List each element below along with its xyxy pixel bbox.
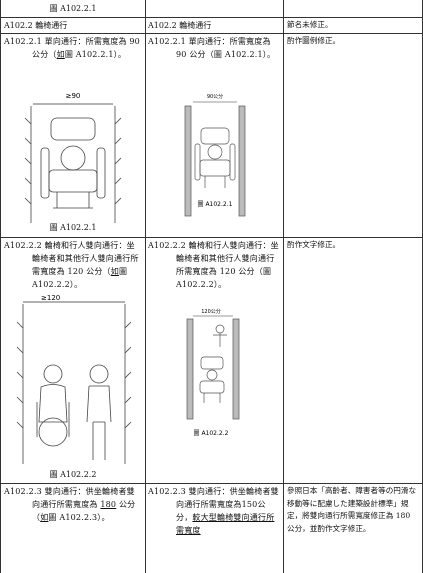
text: A102.2.1 單向通行：所需寬度為 90 公分（圖 A102.2.1）。	[148, 37, 276, 59]
figure-label: ≥120	[41, 294, 60, 302]
table-cell: 酌作圖例修正。	[283, 33, 423, 238]
note: 節名未修正。	[287, 20, 333, 29]
table-cell: A102.2.1 單向通行：所需寬度為 90 公分（如圖 A102.2.1）。 …	[0, 33, 146, 238]
text: A102.2.2 輪椅和行人雙向通行：坐輪椅者和其他行人雙向通行所需寬度為 12…	[148, 241, 279, 289]
figure-label: 90公分	[207, 93, 223, 100]
text: 如	[40, 513, 49, 522]
table-cell: 參照日本「高齡者、障害者等の円滑な移動等に配慮した建築設計標準」規定，將雙向通行…	[283, 483, 423, 573]
figure-caption: 圖 A102.2.1	[49, 223, 97, 232]
figure-caption: 圖 A102.2.1	[49, 4, 97, 13]
figure: 120公分 圖 A102.2.2	[186, 308, 240, 437]
figure: 90公分 圖 A102.2.1	[184, 93, 246, 217]
clause-text: A102.2.2 輪椅和行人雙向通行：坐輪椅者和其他行人雙向通行所需寬度為 12…	[145, 237, 283, 291]
clause-text: A102.2.3 雙向通行：供坐輪椅者雙向通行所需寬度為 180 公分（如圖 A…	[1, 483, 145, 524]
text: A102.2.1 單向通行：所需寬度為 90 公分（	[4, 37, 140, 59]
clause-text: A102.2.3 雙向通行：供坐輪椅者雙向通行所需寬度為150公分，較大型輪椅雙…	[145, 483, 283, 537]
note: 參照日本「高齡者、障害者等の円滑な移動等に配慮した建築設計標準」規定，將雙向通行…	[287, 486, 417, 533]
text: 圖 A102.2.1）。	[64, 50, 127, 59]
text: 圖 A102.2.2）。	[32, 267, 128, 289]
text: 圖 A102.2.3）。	[48, 513, 110, 522]
text: 180	[100, 500, 117, 509]
text: 公分（	[32, 500, 136, 522]
table-cell	[145, 0, 284, 18]
table-cell: A102.2.2 輪椅和行人雙向通行：坐輪椅者和其他行人雙向通行所需寬度為 12…	[0, 237, 146, 484]
clause-text: A102.2.1 單向通行：所需寬度為 90 公分（圖 A102.2.1）。	[145, 33, 283, 61]
table-cell: A102.2.2 輪椅和行人雙向通行：坐輪椅者和其他行人雙向通行所需寬度為 12…	[145, 237, 284, 484]
text: 如	[56, 50, 65, 59]
table-cell: 酌作文字修正。	[283, 237, 423, 484]
table-cell: A102.2.3 雙向通行：供坐輪椅者雙向通行所需寬度為 180 公分（如圖 A…	[0, 483, 146, 573]
note: 酌作圖例修正。	[287, 36, 341, 45]
section-heading: A102.2 輪椅通行	[4, 21, 68, 30]
note: 酌作文字修正。	[287, 240, 341, 249]
text: 如	[110, 267, 119, 276]
clause-text: A102.2.1 單向通行：所需寬度為 90 公分（如圖 A102.2.1）。	[1, 33, 145, 61]
figure-label: ≥90	[66, 92, 81, 100]
text: A102.2.3 雙向通行：供坐輪椅者雙向通行所需寬度為	[4, 487, 135, 509]
table-cell: A102.2 輪椅通行	[145, 17, 284, 34]
text: A102.2.2 輪椅和行人雙向通行：坐輪椅者和其他行人雙向通行所需寬度為 12…	[4, 241, 139, 276]
figure-caption: 圖 A102.2.2	[194, 430, 229, 437]
text: 較大型輪椅雙向通行所需寬度	[176, 513, 275, 535]
table-cell: 圖 A102.2.1	[0, 0, 146, 18]
table-cell	[283, 0, 423, 18]
clause-text: A102.2.2 輪椅和行人雙向通行：坐輪椅者和其他行人雙向通行所需寬度為 12…	[1, 237, 145, 291]
figure-caption: 圖 A102.2.2	[49, 470, 97, 479]
figure-caption: 圖 A102.2.1	[198, 201, 233, 208]
figure: ≥120	[16, 294, 132, 464]
table-cell: 節名未修正。	[283, 17, 423, 34]
section-heading: A102.2 輪椅通行	[148, 21, 212, 30]
table-cell: A102.2.3 雙向通行：供坐輪椅者雙向通行所需寬度為150公分，較大型輪椅雙…	[145, 483, 284, 573]
figure-label: 120公分	[201, 308, 221, 315]
table-cell: A102.2 輪椅通行	[0, 17, 146, 34]
figure: ≥90	[24, 92, 122, 223]
text: A102.2.3 雙向通行：供坐輪椅者雙向通行所需寬度為150公分，	[148, 487, 279, 522]
table-cell: A102.2.1 單向通行：所需寬度為 90 公分（圖 A102.2.1）。 9…	[145, 33, 284, 238]
